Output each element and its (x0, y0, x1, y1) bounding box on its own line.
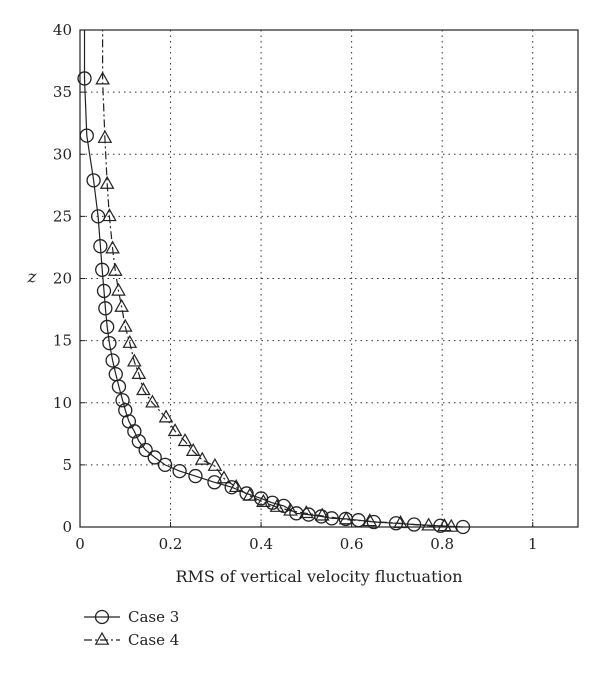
series-2 (95, 30, 459, 532)
circle-marker (147, 450, 162, 465)
triangle-marker (194, 451, 210, 465)
circle-marker (276, 498, 291, 514)
triangle-marker (102, 208, 117, 222)
triangle-marker (167, 423, 183, 437)
circle-marker (95, 262, 110, 277)
circle-marker (86, 173, 101, 188)
triangle-marker (177, 433, 193, 447)
triangle-marker (228, 479, 244, 493)
circle-marker (118, 403, 133, 418)
triangle-marker (437, 518, 452, 532)
x-tick-label: 0.6 (340, 535, 364, 553)
legend-label: Case 3 (128, 608, 179, 626)
series-line (102, 30, 452, 528)
x-tick-label: 1 (528, 535, 538, 553)
triangle-marker (421, 517, 436, 531)
y-tick-label: 40 (53, 21, 72, 39)
y-tick-label: 25 (53, 207, 72, 225)
triangle-marker (127, 353, 142, 367)
triangle-marker (107, 262, 123, 276)
circle-marker (157, 457, 173, 473)
x-tick-label: 0.4 (249, 535, 273, 553)
triangle-marker (131, 365, 147, 379)
x-tick-label: 0 (75, 535, 85, 553)
y-tick-label: 20 (53, 270, 72, 288)
circle-marker (131, 434, 147, 449)
circle-marker (90, 209, 106, 224)
triangle-marker (283, 502, 298, 516)
legend-circle-marker (94, 609, 110, 625)
circle-marker (102, 335, 117, 351)
circle-marker (79, 128, 94, 143)
legend-label: Case 4 (128, 631, 179, 649)
y-tick-label: 0 (62, 518, 72, 536)
circle-marker (108, 367, 123, 382)
circle-marker (115, 393, 130, 408)
triangle-marker (136, 382, 151, 396)
legend-triangle-marker (94, 631, 110, 645)
triangle-marker (314, 507, 330, 521)
circle-marker (96, 283, 112, 299)
triangle-marker (122, 334, 138, 348)
triangle-marker (158, 409, 174, 423)
triangle-marker (99, 175, 115, 189)
circle-marker (105, 353, 120, 368)
triangle-marker (114, 298, 129, 312)
series-1 (77, 30, 471, 535)
circle-marker (98, 301, 113, 316)
x-tick-label: 0.8 (430, 535, 454, 553)
circle-marker (172, 463, 187, 479)
triangle-marker (299, 505, 314, 519)
series-layer (77, 30, 471, 535)
triangle-marker (216, 470, 232, 484)
triangle-marker (362, 513, 378, 527)
triangle-marker (393, 515, 408, 529)
triangle-marker (95, 71, 110, 85)
triangle-marker (97, 129, 113, 143)
x-axis-label: RMS of vertical velocity fluctuation (175, 567, 462, 586)
triangle-marker (269, 498, 285, 512)
y-tick-label: 10 (53, 394, 72, 412)
triangle-marker (256, 493, 271, 507)
y-tick-label: 35 (53, 83, 72, 101)
y-axis-label: z (27, 268, 38, 288)
circle-marker (188, 468, 203, 484)
x-tick-label: 0.2 (159, 535, 183, 553)
triangle-marker (117, 318, 133, 332)
y-tick-label: 5 (62, 456, 72, 474)
triangle-marker (111, 282, 126, 296)
circle-marker (100, 319, 115, 335)
grid-lines (80, 30, 578, 527)
y-tick-label: 15 (53, 332, 72, 350)
circle-marker (455, 519, 471, 535)
triangle-marker (207, 457, 223, 471)
triangle-marker (105, 240, 120, 254)
legend-item: Case 4 (84, 631, 179, 649)
triangle-marker (338, 511, 354, 525)
circle-marker (77, 71, 92, 86)
circle-marker (93, 239, 108, 254)
triangle-marker (242, 487, 258, 501)
circle-marker (224, 480, 239, 495)
triangle-marker (185, 442, 201, 457)
legend-item: Case 3 (84, 608, 179, 626)
y-tick-label: 30 (53, 145, 72, 163)
legend: Case 3 Case 4 (84, 608, 179, 649)
triangle-marker (145, 394, 160, 408)
